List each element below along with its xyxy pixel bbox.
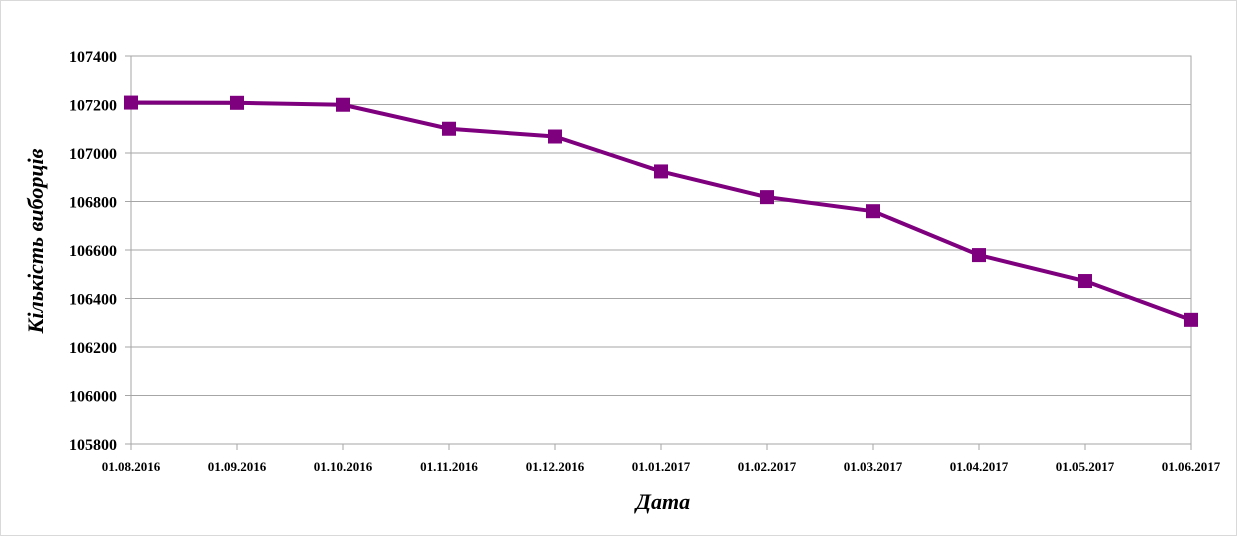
y-tick-label: 106800	[69, 195, 117, 212]
gridlines	[131, 55, 1191, 445]
data-point	[866, 204, 880, 219]
x-tick-label: 01.12.2016	[526, 459, 585, 474]
y-tick-label: 106200	[69, 340, 117, 357]
x-tick-label: 01.03.2017	[844, 459, 903, 474]
y-tick-label: 107200	[69, 98, 117, 115]
x-tick-label: 01.01.2017	[632, 459, 691, 474]
y-tick-label: 106600	[69, 243, 117, 260]
data-point	[336, 97, 350, 112]
data-point	[1078, 274, 1092, 289]
x-axis-title: Дата	[634, 489, 690, 514]
x-tick-label: 01.06.2017	[1162, 459, 1221, 474]
data-point	[124, 95, 138, 110]
data-point	[1184, 312, 1198, 327]
series-markers	[124, 95, 1198, 327]
y-axis-ticks: 107400 107200 107000 106800 106600 106400 1062…	[69, 49, 131, 454]
data-point	[548, 129, 562, 144]
x-tick-label: 01.05.2017	[1056, 459, 1115, 474]
x-tick-label: 01.11.2016	[420, 459, 478, 474]
data-point	[972, 248, 986, 263]
data-point	[442, 121, 456, 136]
y-axis-title: Кількість виборців	[23, 148, 48, 334]
x-tick-label: 01.02.2017	[738, 459, 797, 474]
y-tick-label: 106400	[69, 292, 117, 309]
x-tick-label: 01.10.2016	[314, 459, 373, 474]
data-point	[654, 164, 668, 179]
series-line	[130, 100, 1192, 322]
y-tick-label: 107000	[69, 146, 117, 163]
x-axis-ticks: 01.08.2016 01.09.2016 01.10.2016 01.11.2016…	[102, 444, 1221, 474]
data-point	[760, 190, 774, 205]
y-tick-label: 106000	[69, 389, 117, 406]
x-tick-label: 01.04.2017	[950, 459, 1009, 474]
y-tick-label: 105800	[69, 437, 117, 454]
data-point	[230, 95, 244, 110]
x-tick-label: 01.09.2016	[208, 459, 267, 474]
x-tick-label: 01.08.2016	[102, 459, 161, 474]
y-tick-label: 107400	[69, 49, 117, 66]
